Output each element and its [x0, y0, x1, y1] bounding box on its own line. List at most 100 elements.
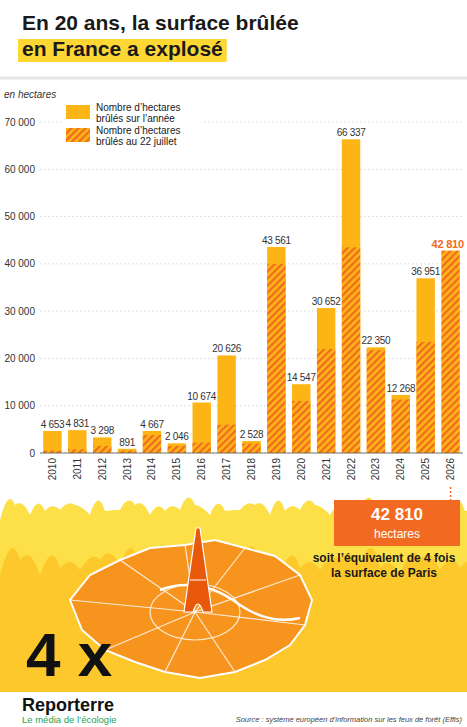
bar-annual — [367, 347, 385, 453]
x-tick-label: 2012 — [97, 458, 108, 481]
x-tick-label: 2015 — [171, 458, 182, 481]
text-line: brûlés au 22 juillet — [96, 136, 177, 147]
bar-annual — [292, 384, 310, 453]
background — [0, 0, 467, 490]
x-tick-label: 2020 — [296, 458, 307, 481]
footer-bg — [0, 692, 467, 727]
x-tick-label: 2025 — [420, 458, 431, 481]
bar-annual — [342, 139, 360, 453]
bar-july — [193, 443, 211, 453]
bar-annual — [43, 431, 61, 453]
data-label: 3 298 — [90, 425, 114, 436]
bar-july — [93, 446, 111, 453]
bar-annual — [242, 441, 260, 453]
data-label: 66 337 — [337, 127, 367, 138]
data-label: 30 652 — [312, 296, 342, 307]
data-label: 891 — [119, 437, 136, 448]
data-label: 20 626 — [212, 343, 242, 354]
bar-july — [367, 350, 385, 453]
bar-july — [416, 342, 434, 453]
y-tick-label: 50 000 — [4, 211, 35, 222]
bar-annual — [93, 437, 111, 453]
annotation-box — [334, 500, 460, 546]
text-line: Nombre d’hectares — [96, 125, 180, 136]
grid-line — [40, 453, 463, 454]
bar-july — [292, 401, 310, 453]
y-tick-label: 20 000 — [4, 353, 35, 364]
bar-july — [68, 449, 86, 453]
bar-july — [441, 251, 459, 453]
data-label: 4 653 — [41, 419, 65, 430]
x-tick-label: 2011 — [72, 458, 83, 480]
annotation-value: 42 810 — [371, 505, 423, 524]
x-tick-label: 2023 — [370, 458, 381, 481]
grid-line — [40, 358, 463, 359]
bar-july — [143, 435, 161, 453]
bar-july — [317, 349, 335, 453]
annotation-multiplier: 4 x — [26, 620, 113, 689]
bar-annual — [168, 443, 186, 453]
text-line: en France a explosé — [22, 37, 223, 60]
legend-swatch — [66, 105, 90, 119]
bar-july — [217, 425, 235, 453]
legend: Nombre d’hectaresbrûlés sur l’annéeNombr… — [62, 102, 202, 152]
bar-july — [242, 444, 260, 453]
bar-annual — [118, 449, 136, 453]
x-tick-label: 2013 — [122, 458, 133, 481]
data-label: 43 561 — [262, 235, 292, 246]
x-tick-label: 2010 — [47, 458, 58, 481]
data-label: 12 268 — [386, 383, 416, 394]
header-separator — [0, 77, 467, 80]
grid-line — [40, 169, 463, 170]
x-tick-label: 2026 — [445, 458, 456, 481]
text-line: brûlés sur l’année — [96, 113, 175, 124]
bar-annual — [267, 247, 285, 453]
x-tick-label: 2014 — [146, 458, 157, 481]
data-label: 2 528 — [240, 429, 264, 440]
x-tick-label: 2017 — [221, 458, 232, 481]
text-line: En 20 ans, la surface brûlée — [22, 11, 299, 34]
x-tick-label: 2019 — [271, 458, 282, 481]
data-label: 14 547 — [287, 372, 317, 383]
flames — [0, 498, 467, 727]
annotation-unit: hectares — [374, 527, 420, 541]
x-axis-line — [40, 453, 463, 454]
district-line — [165, 612, 195, 672]
data-label: 42 810 — [431, 238, 464, 250]
eiffel-tower — [184, 528, 212, 612]
grid-line — [40, 311, 463, 312]
bars — [43, 139, 460, 453]
bar-annual — [317, 308, 335, 453]
data-label: 2 046 — [165, 431, 189, 442]
y-tick-label: 10 000 — [4, 400, 35, 411]
data-label: 36 951 — [411, 266, 441, 277]
grid-line — [40, 263, 463, 264]
data-label: 10 674 — [187, 391, 217, 402]
annotation-text: soit l’équivalent de 4 fois — [313, 551, 456, 565]
bar-annual — [392, 395, 410, 453]
x-tick-label: 2016 — [196, 458, 207, 481]
x-tick-label: 2022 — [346, 458, 357, 481]
y-tick-label: 40 000 — [4, 258, 35, 269]
bar-annual — [193, 403, 211, 453]
y-tick-label: 30 000 — [4, 306, 35, 317]
bar-annual — [143, 431, 161, 453]
legend-label: Nombre d’hectaresbrûlés au 22 juillet — [96, 125, 180, 147]
x-tick-label: 2018 — [246, 458, 257, 481]
title: En 20 ans, la surface brûlée en France a … — [22, 11, 299, 60]
brand: Reporterre — [22, 695, 114, 715]
district-line — [105, 612, 195, 650]
data-label: 4 667 — [140, 419, 164, 430]
district-line — [70, 600, 195, 612]
tagline: Le média de l’écologie — [22, 714, 117, 725]
eiffel-deck — [190, 580, 206, 581]
source: Source : système européen d’information … — [236, 715, 463, 724]
x-tick-label: 2024 — [395, 458, 406, 481]
bar-july — [392, 400, 410, 453]
text-line: Nombre d’hectares — [96, 102, 180, 113]
chart-root: En 20 ans, la surface brûlée en France a … — [0, 0, 467, 727]
y-tick-label: 0 — [29, 448, 35, 459]
grid-line — [40, 216, 463, 217]
data-label: 4 831 — [66, 418, 90, 429]
legend-bg — [62, 102, 202, 152]
